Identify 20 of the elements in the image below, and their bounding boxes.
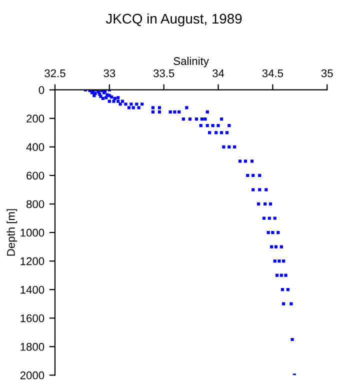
y-tick-label: 0 bbox=[38, 86, 44, 94]
x-tick-label: 33 bbox=[104, 69, 116, 78]
x-axis-title: Salinity bbox=[174, 56, 209, 68]
x-tick-label: 33.5 bbox=[153, 69, 174, 78]
x-tick-label: 34.5 bbox=[262, 69, 284, 78]
y-tick-label: 800 bbox=[26, 200, 44, 208]
y-tick-label: 1000 bbox=[20, 228, 44, 237]
y-tick-label: 600 bbox=[26, 172, 44, 180]
y-tick-label: 1200 bbox=[20, 257, 44, 266]
y-tick-label: 1400 bbox=[20, 286, 44, 294]
y-tick-label: 2000 bbox=[20, 371, 44, 380]
y-tick-label: 200 bbox=[26, 114, 44, 123]
y-tick-label: 1600 bbox=[20, 314, 44, 322]
x-tick-label: 35 bbox=[321, 69, 333, 78]
y-tick-label: 400 bbox=[26, 143, 44, 152]
x-tick-label: 34 bbox=[212, 69, 224, 78]
y-axis-title: Depth [m] bbox=[6, 209, 18, 256]
y-tick-label: 1800 bbox=[20, 342, 44, 351]
x-tick-label: 32.5 bbox=[44, 69, 66, 78]
chart-title: JKCQ in August, 1989 bbox=[106, 13, 242, 26]
